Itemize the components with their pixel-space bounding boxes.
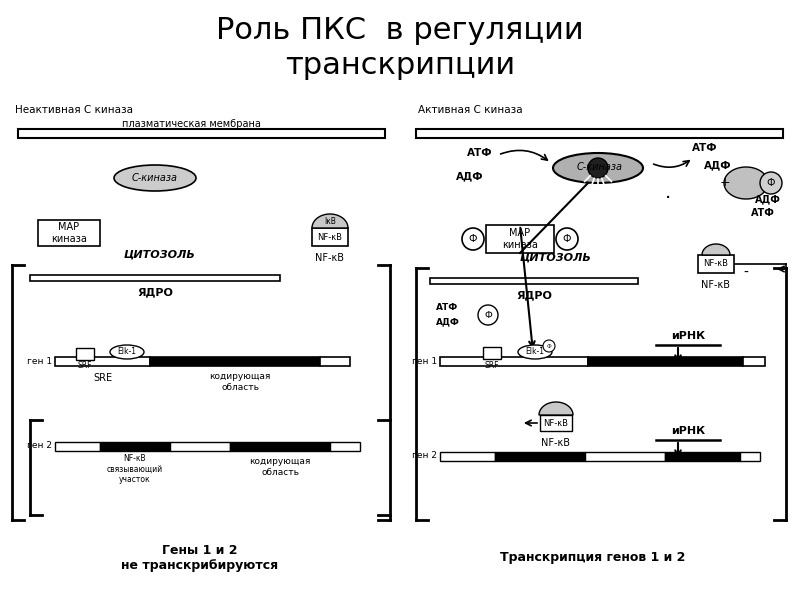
- Polygon shape: [312, 214, 348, 228]
- Bar: [18, 129, 385, 138]
- Bar: [30, 275, 280, 281]
- Text: -: -: [743, 266, 749, 280]
- Text: Ф: Ф: [469, 234, 478, 244]
- Text: ЯДРО: ЯДРО: [516, 290, 552, 300]
- Bar: [440, 452, 495, 461]
- Text: NF-κB: NF-κB: [702, 280, 730, 290]
- Text: С-киназа: С-киназа: [577, 162, 623, 172]
- Ellipse shape: [114, 165, 196, 191]
- Text: Elk-1: Elk-1: [118, 347, 137, 356]
- Bar: [100, 442, 170, 451]
- Circle shape: [543, 340, 555, 352]
- Text: IκB: IκB: [324, 217, 336, 226]
- Text: АДФ: АДФ: [436, 317, 460, 326]
- Text: кодирующая
область: кодирующая область: [210, 372, 270, 392]
- Bar: [698, 255, 734, 273]
- Text: иРНК: иРНК: [671, 331, 705, 341]
- Text: Ф: Ф: [546, 343, 551, 349]
- Bar: [495, 452, 585, 461]
- Bar: [150, 357, 320, 366]
- Ellipse shape: [553, 153, 643, 183]
- Circle shape: [556, 228, 578, 250]
- Text: Elk-1: Elk-1: [526, 347, 545, 356]
- Circle shape: [760, 172, 782, 194]
- Text: Роль ПКС  в регуляции
транскрипции: Роль ПКС в регуляции транскрипции: [216, 16, 584, 80]
- Text: NF-κB
связывающий
участок: NF-κB связывающий участок: [107, 454, 163, 484]
- Bar: [740, 452, 760, 461]
- Text: NF-κB: NF-κB: [542, 438, 570, 448]
- Text: АДФ: АДФ: [755, 194, 781, 204]
- Polygon shape: [539, 402, 573, 415]
- Bar: [440, 357, 588, 366]
- Text: АТФ: АТФ: [692, 143, 718, 153]
- Bar: [743, 357, 765, 366]
- Text: АТФ: АТФ: [751, 208, 775, 218]
- Bar: [55, 442, 100, 451]
- Text: NF-κB: NF-κB: [315, 253, 345, 263]
- Text: АДФ: АДФ: [704, 160, 732, 170]
- Bar: [230, 442, 330, 451]
- Text: иРНК: иРНК: [671, 426, 705, 436]
- Text: Гены 1 и 2
не транскрибируются: Гены 1 и 2 не транскрибируются: [122, 544, 278, 572]
- Bar: [588, 357, 743, 366]
- Text: Ф: Ф: [484, 311, 492, 319]
- Polygon shape: [702, 244, 730, 255]
- Circle shape: [478, 305, 498, 325]
- Bar: [76, 348, 94, 360]
- Bar: [540, 415, 572, 431]
- Bar: [665, 452, 740, 461]
- Text: ген 1: ген 1: [27, 356, 52, 365]
- Text: ген 1: ген 1: [412, 356, 437, 365]
- Bar: [430, 278, 638, 284]
- Bar: [170, 442, 230, 451]
- Text: NF-κB: NF-κB: [543, 419, 569, 427]
- Text: MAP
киназа: MAP киназа: [502, 228, 538, 250]
- Circle shape: [462, 228, 484, 250]
- Ellipse shape: [110, 345, 144, 359]
- Bar: [416, 129, 783, 138]
- Text: SRF: SRF: [78, 361, 92, 370]
- Ellipse shape: [518, 345, 552, 359]
- Bar: [330, 442, 360, 451]
- Text: ген 2: ген 2: [412, 451, 437, 461]
- Text: Активная С киназа: Активная С киназа: [418, 105, 522, 115]
- Bar: [483, 347, 501, 359]
- Text: .: .: [665, 184, 671, 202]
- Bar: [38, 220, 100, 246]
- Circle shape: [588, 158, 608, 178]
- Text: ЯДРО: ЯДРО: [137, 287, 173, 297]
- Bar: [320, 357, 350, 366]
- Text: NF-κB: NF-κB: [318, 232, 342, 241]
- Text: АТФ: АТФ: [467, 148, 493, 158]
- Text: Неактивная С киназа: Неактивная С киназа: [15, 105, 133, 115]
- Text: +: +: [720, 176, 730, 190]
- Bar: [312, 228, 348, 246]
- Bar: [486, 225, 554, 253]
- Text: MAP
киназа: MAP киназа: [51, 222, 87, 244]
- Bar: [585, 452, 665, 461]
- Bar: [55, 357, 150, 366]
- Text: С-киназа: С-киназа: [132, 173, 178, 183]
- Text: Ф: Ф: [562, 234, 571, 244]
- Text: АДФ: АДФ: [456, 171, 484, 181]
- Text: Ф: Ф: [766, 178, 775, 188]
- Text: NF-κB: NF-κB: [703, 259, 729, 269]
- Text: ген 2: ген 2: [27, 442, 52, 451]
- Text: ЦИТОЗОЛЬ: ЦИТОЗОЛЬ: [520, 253, 592, 263]
- Text: Транскрипция генов 1 и 2: Транскрипция генов 1 и 2: [500, 551, 686, 565]
- Text: SRF: SRF: [485, 361, 499, 370]
- Text: ЦИТОЗОЛЬ: ЦИТОЗОЛЬ: [124, 250, 196, 260]
- Text: SRE: SRE: [94, 373, 113, 383]
- Text: плазматическая мембрана: плазматическая мембрана: [122, 119, 261, 129]
- Polygon shape: [724, 167, 766, 199]
- Text: АТФ: АТФ: [436, 304, 458, 313]
- Text: кодирующая
область: кодирующая область: [250, 457, 310, 476]
